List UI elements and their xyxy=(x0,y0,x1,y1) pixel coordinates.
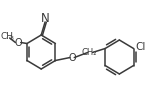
Text: O: O xyxy=(68,53,76,63)
Text: Cl: Cl xyxy=(135,42,146,53)
Text: 3: 3 xyxy=(9,36,13,42)
Text: N: N xyxy=(41,11,50,25)
Text: O: O xyxy=(15,38,23,48)
Text: CH: CH xyxy=(0,32,13,41)
Text: CH₂: CH₂ xyxy=(82,48,97,57)
